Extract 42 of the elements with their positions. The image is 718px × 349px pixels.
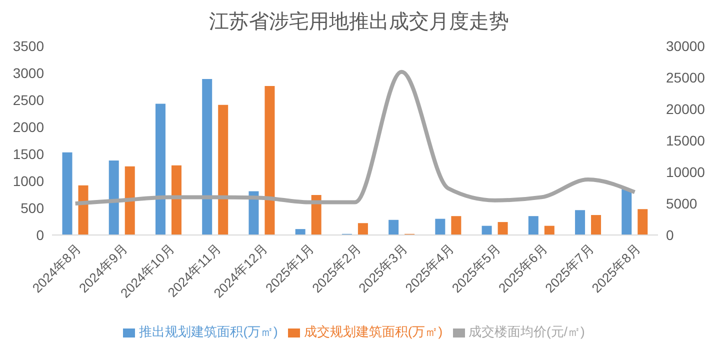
bar [591, 215, 602, 235]
y2-tick-label: 10000 [666, 164, 706, 180]
y2-tick-label: 0 [666, 226, 674, 243]
y-tick-label: 1000 [12, 172, 44, 189]
y-tick-label: 1500 [12, 146, 44, 162]
y-tick-label: 3000 [12, 64, 44, 81]
y2-tick-label: 30000 [666, 38, 706, 54]
bar [435, 218, 446, 235]
bar [638, 209, 648, 235]
bar [358, 223, 368, 235]
chart-title: 江苏省涉宅用地推出成交月度走势 [208, 10, 510, 35]
legend-label: 成交楼面均价(元/㎡) [468, 324, 585, 339]
bar [62, 152, 72, 235]
bar [264, 86, 275, 235]
line-series [73, 70, 637, 206]
bar [295, 229, 306, 235]
bar [202, 78, 212, 235]
y-tick-label: 500 [20, 200, 44, 216]
bar [155, 104, 166, 235]
bar [498, 222, 508, 235]
y2-tick-label: 5000 [666, 195, 698, 212]
bar [171, 165, 182, 235]
bar [482, 226, 492, 235]
bar [108, 160, 119, 235]
bar [622, 189, 632, 235]
bar [124, 166, 135, 235]
y-tick-label: 0 [36, 226, 44, 243]
bar [528, 216, 538, 235]
bar [78, 185, 88, 235]
y-tick-label: 3500 [12, 38, 44, 54]
bar [388, 220, 399, 235]
y-tick-label: 2500 [12, 92, 44, 108]
bar [544, 226, 554, 235]
y2-tick-label: 20000 [666, 100, 706, 117]
bar [575, 210, 586, 235]
y2-tick-label: 15000 [666, 132, 706, 148]
bar [451, 216, 462, 235]
y-tick-label: 2000 [12, 118, 44, 135]
legend-label: 推出规划建筑面积(万㎡) [139, 324, 278, 339]
bar [218, 104, 228, 235]
y2-tick-label: 25000 [666, 69, 706, 86]
legend-label: 成交规划建筑面积(万㎡) [304, 324, 443, 339]
